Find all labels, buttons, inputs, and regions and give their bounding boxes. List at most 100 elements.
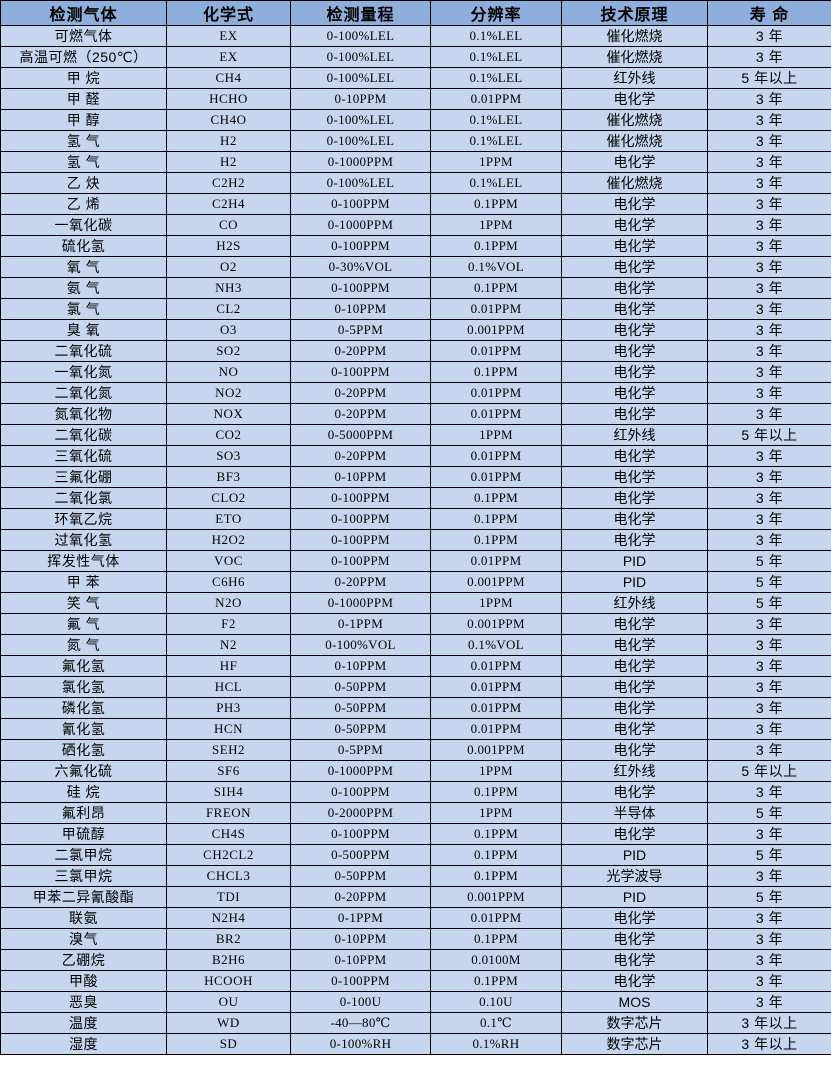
cell-formula: F2 — [166, 613, 291, 635]
table-row: 二氧化硫 SO2 0-20PPM 0.01PPM 电化学 3 年 — [0, 340, 831, 362]
cell-life: 3 年 — [707, 529, 831, 551]
column-header-formula: 化学式 — [166, 0, 291, 26]
cell-life: 3 年 — [707, 655, 831, 677]
cell-formula: EX — [166, 25, 291, 47]
cell-formula: PH3 — [166, 697, 291, 719]
cell-range: 0-10PPM — [290, 88, 431, 110]
cell-tech: 电化学 — [561, 445, 708, 467]
cell-res: 0.01PPM — [430, 403, 562, 425]
table-row: 甲酸 HCOOH 0-100PPM 0.1PPM 电化学 3 年 — [0, 970, 831, 992]
cell-formula: C2H4 — [166, 193, 291, 215]
cell-gas: 甲酸 — [0, 970, 167, 992]
cell-tech: 电化学 — [561, 88, 708, 110]
cell-range: -40—80℃ — [290, 1012, 431, 1034]
table-body: 可燃气体 EX 0-100%LEL 0.1%LEL 催化燃烧 3 年高温可燃（250℃） E… — [0, 25, 831, 1055]
cell-formula: N2 — [166, 634, 291, 656]
table-row: 六氟化硫 SF6 0-1000PPM 1PPM 红外线 5 年以上 — [0, 760, 831, 782]
cell-gas: 二氧化氮 — [0, 382, 167, 404]
cell-range: 0-5PPM — [290, 739, 431, 761]
cell-res: 0.001PPM — [430, 571, 562, 593]
cell-formula: SIH4 — [166, 781, 291, 803]
cell-life: 5 年 — [707, 550, 831, 572]
cell-res: 0.01PPM — [430, 466, 562, 488]
cell-range: 0-2000PPM — [290, 802, 431, 824]
table-row: 三氟化硼 BF3 0-10PPM 0.01PPM 电化学 3 年 — [0, 466, 831, 488]
cell-tech: 电化学 — [561, 634, 708, 656]
cell-life: 3 年 — [707, 256, 831, 278]
cell-gas: 挥发性气体 — [0, 550, 167, 572]
cell-life: 3 年 — [707, 991, 831, 1013]
table-row: 乙 炔 C2H2 0-100%LEL 0.1%LEL 催化燃烧 3 年 — [0, 172, 831, 194]
cell-range: 0-100PPM — [290, 361, 431, 383]
cell-range: 0-500PPM — [290, 844, 431, 866]
cell-tech: 数字芯片 — [561, 1033, 708, 1055]
cell-tech: PID — [561, 571, 708, 593]
table-row: 氟利昂 FREON 0-2000PPM 1PPM 半导体 5 年 — [0, 802, 831, 824]
cell-gas: 氯化氢 — [0, 676, 167, 698]
cell-tech: 催化燃烧 — [561, 46, 708, 68]
cell-gas: 氟利昂 — [0, 802, 167, 824]
cell-formula: NOX — [166, 403, 291, 425]
cell-life: 5 年以上 — [707, 760, 831, 782]
cell-range: 0-50PPM — [290, 865, 431, 887]
cell-life: 3 年 — [707, 130, 831, 152]
table-row: 联氨 N2H4 0-1PPM 0.01PPM 电化学 3 年 — [0, 907, 831, 929]
cell-life: 5 年以上 — [707, 67, 831, 89]
cell-formula: C2H2 — [166, 172, 291, 194]
cell-range: 0-100%LEL — [290, 109, 431, 131]
cell-formula: CLO2 — [166, 487, 291, 509]
cell-life: 5 年 — [707, 592, 831, 614]
table-row: 氰化氢 HCN 0-50PPM 0.01PPM 电化学 3 年 — [0, 718, 831, 740]
cell-range: 0-100PPM — [290, 487, 431, 509]
cell-life: 3 年 — [707, 109, 831, 131]
cell-gas: 氯 气 — [0, 298, 167, 320]
table-row: 恶臭 OU 0-100U 0.10U MOS 3 年 — [0, 991, 831, 1013]
cell-tech: 电化学 — [561, 676, 708, 698]
cell-res: 0.1%VOL — [430, 256, 562, 278]
cell-life: 5 年 — [707, 886, 831, 908]
cell-res: 0.1PPM — [430, 529, 562, 551]
cell-res: 0.1%LEL — [430, 172, 562, 194]
table-row: 三氯甲烷 CHCL3 0-50PPM 0.1PPM 光学波导 3 年 — [0, 865, 831, 887]
cell-res: 0.1PPM — [430, 277, 562, 299]
cell-res: 0.01PPM — [430, 88, 562, 110]
cell-formula: HCOOH — [166, 970, 291, 992]
column-header-range: 检测量程 — [290, 0, 431, 26]
cell-res: 0.001PPM — [430, 319, 562, 341]
table-row: 臭 氧 O3 0-5PPM 0.001PPM 电化学 3 年 — [0, 319, 831, 341]
cell-gas: 乙硼烷 — [0, 949, 167, 971]
cell-res: 0.10U — [430, 991, 562, 1013]
cell-formula: N2O — [166, 592, 291, 614]
cell-formula: O3 — [166, 319, 291, 341]
cell-life: 3 年 — [707, 613, 831, 635]
cell-tech: 电化学 — [561, 781, 708, 803]
cell-range: 0-50PPM — [290, 718, 431, 740]
cell-life: 3 年 — [707, 298, 831, 320]
cell-life: 3 年 — [707, 193, 831, 215]
cell-gas: 可燃气体 — [0, 25, 167, 47]
cell-life: 3 年 — [707, 88, 831, 110]
cell-gas: 甲 醛 — [0, 88, 167, 110]
cell-gas: 硫化氢 — [0, 235, 167, 257]
cell-res: 0.1PPM — [430, 487, 562, 509]
cell-res: 0.1PPM — [430, 823, 562, 845]
cell-range: 0-1000PPM — [290, 760, 431, 782]
cell-res: 0.1%LEL — [430, 130, 562, 152]
cell-life: 5 年以上 — [707, 424, 831, 446]
cell-tech: 半导体 — [561, 802, 708, 824]
cell-formula: HCL — [166, 676, 291, 698]
cell-life: 3 年 — [707, 823, 831, 845]
cell-tech: 电化学 — [561, 928, 708, 950]
cell-formula: TDI — [166, 886, 291, 908]
cell-res: 0.01PPM — [430, 697, 562, 719]
cell-range: 0-1000PPM — [290, 151, 431, 173]
cell-tech: 电化学 — [561, 823, 708, 845]
cell-gas: 二氧化硫 — [0, 340, 167, 362]
cell-tech: 催化燃烧 — [561, 130, 708, 152]
cell-gas: 乙 炔 — [0, 172, 167, 194]
table-header-row: 检测气体 化学式 检测量程 分辨率 技术原理 寿 命 — [0, 0, 831, 26]
cell-tech: 电化学 — [561, 214, 708, 236]
table-row: 硅 烷 SIH4 0-100PPM 0.1PPM 电化学 3 年 — [0, 781, 831, 803]
cell-tech: 电化学 — [561, 361, 708, 383]
